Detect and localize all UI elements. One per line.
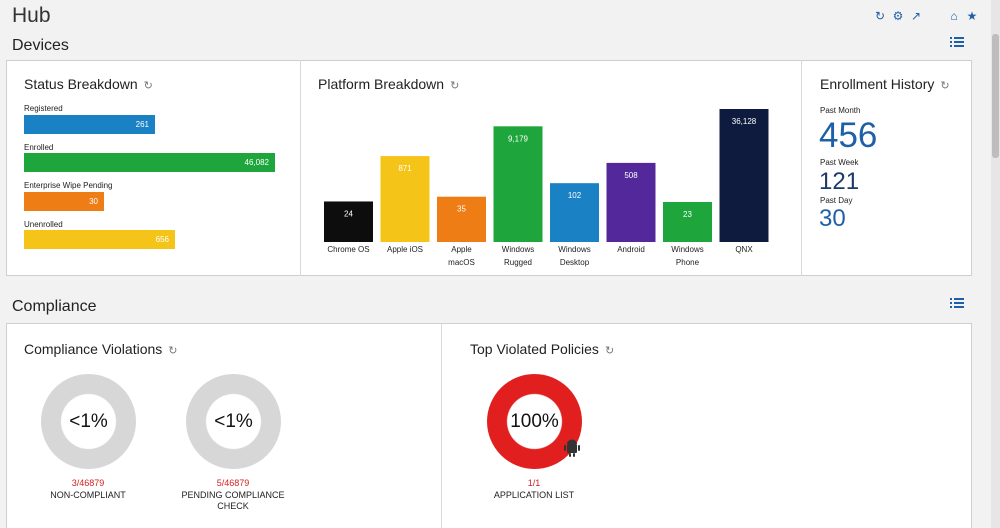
donut-percent: <1% xyxy=(69,410,108,432)
platform-bar[interactable] xyxy=(719,109,769,242)
category-tick-label: QNX xyxy=(735,245,753,254)
scrollbar-thumb[interactable] xyxy=(992,34,999,158)
category-tick-label: Chrome OS xyxy=(327,245,369,254)
status-breakdown-title: Status Breakdown ↻ xyxy=(24,76,153,92)
donut-fraction: 5/46879 xyxy=(216,478,250,488)
platform-breakdown-label: Platform Breakdown xyxy=(318,76,445,92)
devices-section-title: Devices xyxy=(12,37,69,54)
status-breakdown-label: Status Breakdown xyxy=(24,76,138,92)
refresh-icon[interactable]: ↻ xyxy=(168,345,178,357)
status-label: Enterprise Wipe Pending xyxy=(24,181,113,190)
enrollment-history-label: Enrollment History xyxy=(820,76,935,92)
category-tick-label: Phone xyxy=(676,258,700,267)
category-tick-label: Rugged xyxy=(504,258,532,267)
status-bar-unenrolled[interactable]: 656 xyxy=(24,230,175,249)
star-icon[interactable]: ★ xyxy=(966,9,978,23)
category-tick-label: macOS xyxy=(448,258,475,267)
category-tick-label: Apple iOS xyxy=(387,245,423,254)
platform-breakdown-title: Platform Breakdown ↻ xyxy=(318,76,459,92)
donut-fraction: 1/1 xyxy=(527,478,541,488)
compliance-violations-title: Compliance Violations ↻ xyxy=(24,341,177,357)
gear-icon[interactable]: ⚙ xyxy=(892,9,904,23)
status-bar-wipe-pending[interactable]: 30 xyxy=(24,192,104,211)
bar-value-label: 23 xyxy=(683,210,692,219)
status-label: Unenrolled xyxy=(24,220,63,229)
platform-bar[interactable] xyxy=(324,201,373,242)
donut-fraction: 3/46879 xyxy=(71,478,105,488)
enrollment-history-title: Enrollment History ↻ xyxy=(820,76,950,92)
refresh-icon[interactable]: ↻ xyxy=(604,345,615,357)
past-day-value: 30 xyxy=(819,205,846,232)
divider xyxy=(300,60,301,276)
donut-percent: 100% xyxy=(510,410,559,432)
status-label: Enrolled xyxy=(24,143,54,152)
bar-value-label: 508 xyxy=(624,171,638,180)
category-tick-label: Windows xyxy=(558,245,590,254)
divider xyxy=(441,323,442,528)
divider xyxy=(801,60,802,276)
platform-bar[interactable] xyxy=(437,196,486,242)
status-label: Registered xyxy=(24,104,63,113)
category-tick-label: Windows xyxy=(671,245,703,254)
past-month-value: 456 xyxy=(819,116,878,155)
devices-list-icon[interactable] xyxy=(950,37,964,48)
status-bar-enrolled[interactable]: 46,082 xyxy=(24,153,275,172)
past-week-label: Past Week xyxy=(820,158,859,167)
android-icon xyxy=(564,439,580,457)
external-link-icon[interactable]: ↗ xyxy=(910,9,922,23)
bar-value-label: 36,128 xyxy=(732,117,757,126)
bar-value-label: 9,179 xyxy=(508,134,529,143)
category-tick-label: Android xyxy=(617,245,645,254)
donut-caption: APPLICATION LIST xyxy=(493,490,575,500)
platform-bar[interactable] xyxy=(606,162,656,242)
bar-value-label: 102 xyxy=(568,191,582,200)
platform-bar[interactable] xyxy=(493,126,543,242)
category-tick-label: Windows xyxy=(502,245,534,254)
category-tick-label: Desktop xyxy=(560,258,590,267)
compliance-list-icon[interactable] xyxy=(950,298,964,309)
donut-percent: <1% xyxy=(214,410,253,432)
refresh-icon[interactable]: ↻ xyxy=(143,80,153,92)
past-week-value: 121 xyxy=(819,168,860,195)
top-violated-policies-title: Top Violated Policies ↻ xyxy=(470,341,614,357)
platform-bar[interactable] xyxy=(550,183,599,242)
past-day-label: Past Day xyxy=(820,196,853,205)
bar-value-label: 24 xyxy=(344,209,353,218)
non-compliant-donut[interactable]: <1% xyxy=(41,374,136,469)
bar-value-label: 871 xyxy=(398,164,412,173)
compliance-section-title: Compliance xyxy=(12,298,97,315)
application-list-donut[interactable]: 100% xyxy=(487,374,582,469)
pending-compliance-donut[interactable]: <1% xyxy=(186,374,281,469)
compliance-violations-label: Compliance Violations xyxy=(24,341,163,357)
donut-caption: PENDING COMPLIANCE CHECK xyxy=(163,490,303,512)
donut-caption-line: CHECK xyxy=(217,501,249,511)
bar-value-label: 35 xyxy=(457,205,466,214)
platform-bar[interactable] xyxy=(380,156,430,242)
top-toolbar: ↻ ⚙ ↗ ⌂ ★ xyxy=(874,9,978,23)
donut-caption: NON-COMPLIANT xyxy=(50,490,126,500)
scrollbar[interactable] xyxy=(991,0,1000,528)
home-icon[interactable]: ⌂ xyxy=(950,9,958,23)
past-month-label: Past Month xyxy=(820,106,861,115)
platform-bar[interactable] xyxy=(663,202,712,242)
refresh-icon[interactable]: ↻ xyxy=(940,80,950,92)
refresh-icon[interactable]: ↻ xyxy=(450,80,460,92)
status-bar-registered[interactable]: 261 xyxy=(24,115,155,134)
top-violated-policies-label: Top Violated Policies xyxy=(470,341,599,357)
donut-caption-line: PENDING COMPLIANCE xyxy=(181,490,285,500)
category-tick-label: Apple xyxy=(451,245,472,254)
refresh-icon[interactable]: ↻ xyxy=(874,9,886,23)
page-title: Hub xyxy=(12,4,51,27)
